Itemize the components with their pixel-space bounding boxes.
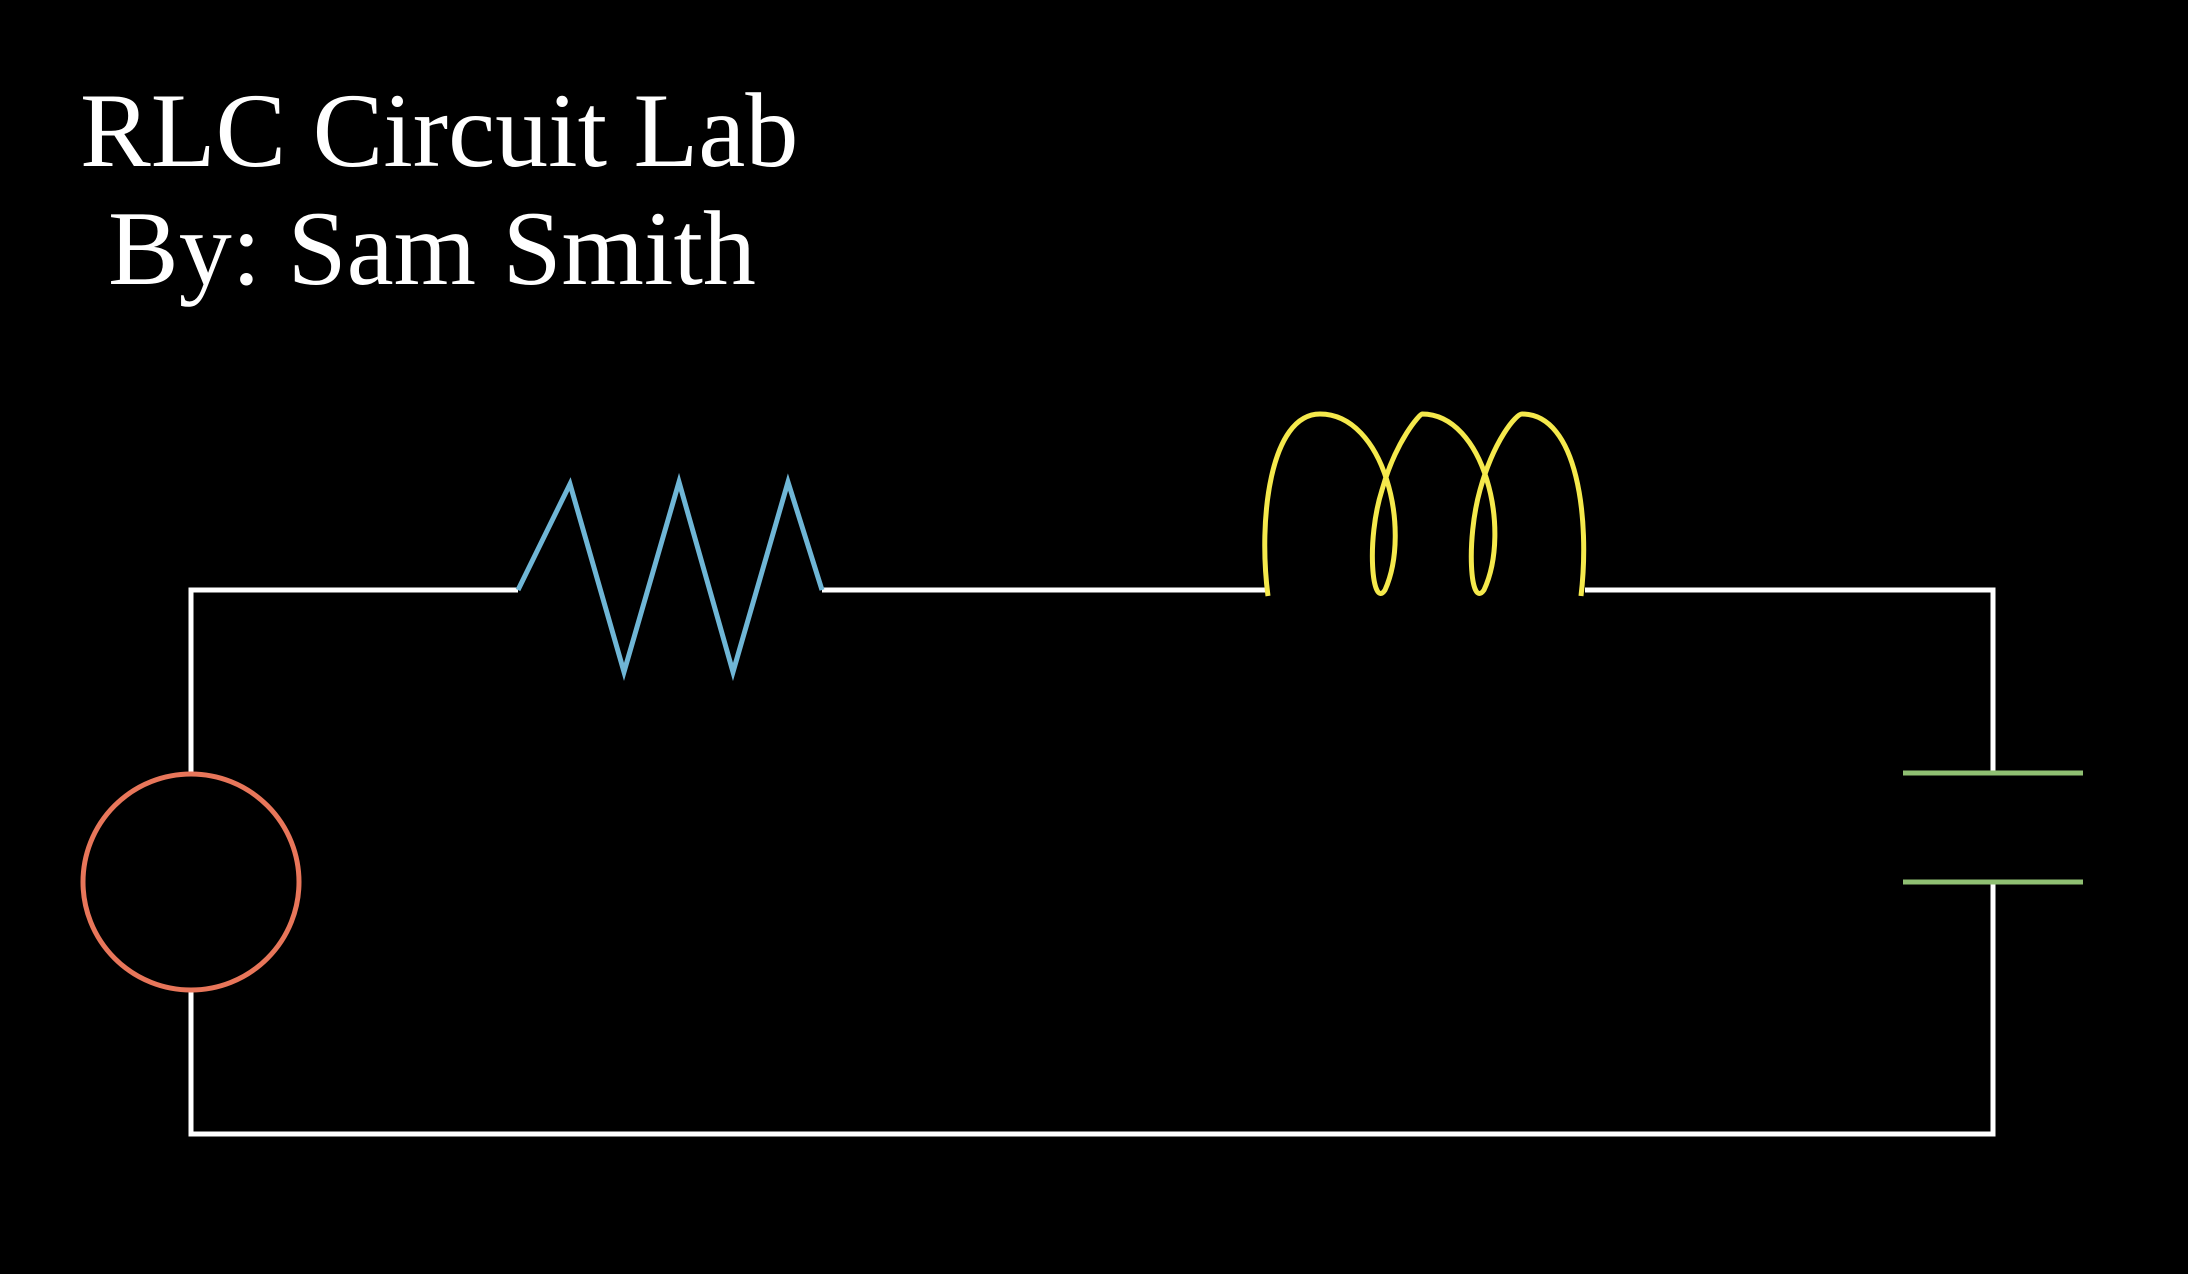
title-block: RLC Circuit Lab By: Sam Smith	[80, 72, 798, 308]
inductor-symbol	[1262, 411, 1587, 597]
resistor-symbol	[515, 472, 825, 682]
circuit-wires	[188, 587, 1996, 1137]
wire-right-top	[1585, 587, 1996, 773]
slide-title: RLC Circuit Lab	[80, 72, 799, 189]
wire-right-bottom	[188, 882, 1996, 1137]
wire-left-top	[188, 587, 518, 773]
voltage-source-symbol	[80, 771, 302, 993]
capacitor-symbol	[1903, 770, 2083, 885]
author-line: By: Sam Smith	[108, 190, 756, 307]
